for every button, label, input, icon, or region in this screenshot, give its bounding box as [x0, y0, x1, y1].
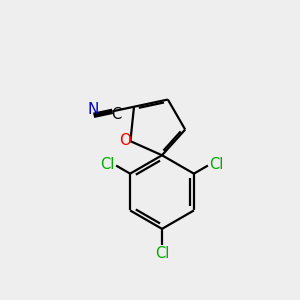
- Text: C: C: [111, 107, 121, 122]
- Text: N: N: [87, 102, 98, 117]
- Text: Cl: Cl: [100, 157, 115, 172]
- Text: Cl: Cl: [210, 157, 224, 172]
- Text: O: O: [119, 133, 131, 148]
- Text: Cl: Cl: [155, 246, 169, 261]
